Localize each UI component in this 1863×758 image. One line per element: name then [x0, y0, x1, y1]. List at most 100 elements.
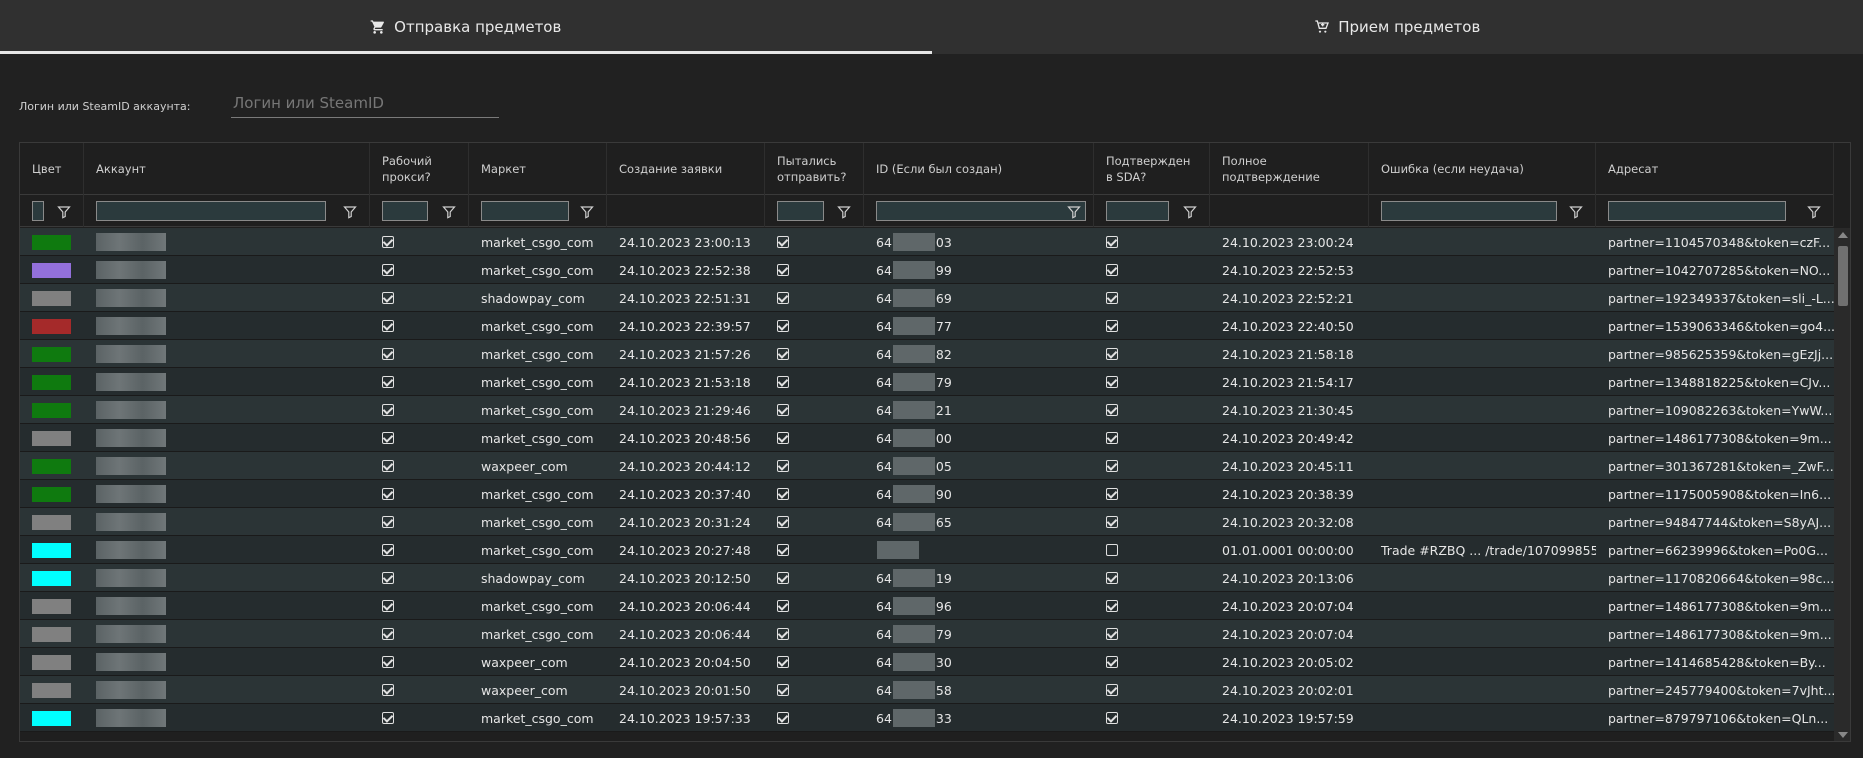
proxy-checkbox[interactable]	[382, 264, 394, 276]
sda-checkbox[interactable]	[1106, 656, 1118, 668]
column-header-id[interactable]: ID (Если был создан)	[864, 143, 1094, 195]
tried-checkbox[interactable]	[777, 544, 789, 556]
sda-checkbox[interactable]	[1106, 236, 1118, 248]
table-row[interactable]: market_csgo_com 24.10.2023 21:29:46 64 21 24…	[20, 396, 1834, 424]
scroll-down-icon[interactable]	[1838, 732, 1848, 738]
tried-checkbox[interactable]	[777, 516, 789, 528]
table-row[interactable]: market_csgo_com 24.10.2023 20:06:44 64 79 24…	[20, 620, 1834, 648]
sda-checkbox[interactable]	[1106, 460, 1118, 472]
tried-checkbox[interactable]	[777, 600, 789, 612]
filter-icon[interactable]	[1183, 204, 1197, 219]
filter-input-proxy[interactable]	[382, 201, 428, 221]
table-row[interactable]: market_csgo_com 24.10.2023 22:39:57 64 77 24…	[20, 312, 1834, 340]
tried-checkbox[interactable]	[777, 348, 789, 360]
tab-send-items[interactable]: Отправка предметов	[0, 0, 932, 54]
column-header-addressee[interactable]: Адресат	[1596, 143, 1834, 195]
filter-input-tried[interactable]	[777, 201, 824, 221]
column-header-sda[interactable]: Подтвержден в SDA?	[1094, 143, 1210, 195]
proxy-checkbox[interactable]	[382, 572, 394, 584]
proxy-checkbox[interactable]	[382, 292, 394, 304]
filter-input-id[interactable]	[876, 201, 1086, 221]
tried-checkbox[interactable]	[777, 684, 789, 696]
filter-icon[interactable]	[837, 204, 851, 219]
tried-checkbox[interactable]	[777, 488, 789, 500]
filter-input-color[interactable]	[32, 201, 44, 221]
sda-checkbox[interactable]	[1106, 712, 1118, 724]
sda-checkbox[interactable]	[1106, 572, 1118, 584]
tried-checkbox[interactable]	[777, 628, 789, 640]
filter-input-addressee[interactable]	[1608, 201, 1786, 221]
tried-checkbox[interactable]	[777, 292, 789, 304]
tab-receive-items[interactable]: Прием предметов	[932, 0, 1863, 54]
sda-checkbox[interactable]	[1106, 684, 1118, 696]
vertical-scrollbar[interactable]	[1834, 228, 1850, 741]
filter-icon[interactable]	[1807, 204, 1821, 219]
proxy-checkbox[interactable]	[382, 432, 394, 444]
table-row[interactable]: market_csgo_com 24.10.2023 20:31:24 64 65 24…	[20, 508, 1834, 536]
sda-checkbox[interactable]	[1106, 544, 1118, 556]
proxy-checkbox[interactable]	[382, 236, 394, 248]
column-header-error[interactable]: Ошибка (если неудача)	[1369, 143, 1596, 195]
proxy-checkbox[interactable]	[382, 600, 394, 612]
filter-input-market[interactable]	[481, 201, 569, 221]
filter-icon[interactable]	[343, 204, 357, 219]
filter-input-error[interactable]	[1381, 201, 1557, 221]
column-header-created[interactable]: Создание заявки	[607, 143, 765, 195]
sda-checkbox[interactable]	[1106, 516, 1118, 528]
sda-checkbox[interactable]	[1106, 348, 1118, 360]
search-input[interactable]	[231, 88, 499, 118]
column-header-proxy[interactable]: Рабочий прокси?	[370, 143, 469, 195]
tried-checkbox[interactable]	[777, 572, 789, 584]
column-header-full[interactable]: Полное подтверждение	[1210, 143, 1369, 195]
sda-checkbox[interactable]	[1106, 432, 1118, 444]
proxy-checkbox[interactable]	[382, 544, 394, 556]
table-row[interactable]: market_csgo_com 24.10.2023 20:27:48 01.01.…	[20, 536, 1834, 564]
table-row[interactable]: market_csgo_com 24.10.2023 20:48:56 64 00 24…	[20, 424, 1834, 452]
sda-checkbox[interactable]	[1106, 488, 1118, 500]
proxy-checkbox[interactable]	[382, 348, 394, 360]
sda-checkbox[interactable]	[1106, 628, 1118, 640]
table-row[interactable]: market_csgo_com 24.10.2023 22:52:38 64 99 24…	[20, 256, 1834, 284]
sda-checkbox[interactable]	[1106, 376, 1118, 388]
table-row[interactable]: waxpeer_com 24.10.2023 20:04:50 64 30 24.10.…	[20, 648, 1834, 676]
table-row[interactable]: shadowpay_com 24.10.2023 22:51:31 64 69 24.1…	[20, 284, 1834, 312]
table-row[interactable]: market_csgo_com 24.10.2023 20:06:44 64 96 24…	[20, 592, 1834, 620]
scroll-thumb[interactable]	[1838, 246, 1848, 306]
proxy-checkbox[interactable]	[382, 684, 394, 696]
table-row[interactable]: shadowpay_com 24.10.2023 20:12:50 64 19 24.1…	[20, 564, 1834, 592]
tried-checkbox[interactable]	[777, 236, 789, 248]
filter-icon[interactable]	[57, 204, 71, 219]
proxy-checkbox[interactable]	[382, 320, 394, 332]
sda-checkbox[interactable]	[1106, 600, 1118, 612]
proxy-checkbox[interactable]	[382, 460, 394, 472]
filter-icon[interactable]	[442, 204, 456, 219]
filter-icon[interactable]	[1569, 204, 1583, 219]
proxy-checkbox[interactable]	[382, 712, 394, 724]
tried-checkbox[interactable]	[777, 460, 789, 472]
tried-checkbox[interactable]	[777, 264, 789, 276]
table-row[interactable]: waxpeer_com 24.10.2023 20:01:50 64 58 24.10.…	[20, 676, 1834, 704]
filter-input-sda[interactable]	[1106, 201, 1169, 221]
sda-checkbox[interactable]	[1106, 264, 1118, 276]
proxy-checkbox[interactable]	[382, 656, 394, 668]
proxy-checkbox[interactable]	[382, 376, 394, 388]
tried-checkbox[interactable]	[777, 432, 789, 444]
table-row[interactable]: waxpeer_com 24.10.2023 20:44:12 64 05 24.10.…	[20, 452, 1834, 480]
tried-checkbox[interactable]	[777, 656, 789, 668]
tried-checkbox[interactable]	[777, 712, 789, 724]
table-row[interactable]: market_csgo_com 24.10.2023 19:57:33 64 33 24…	[20, 704, 1834, 732]
table-row[interactable]: market_csgo_com 24.10.2023 21:57:26 64 82 24…	[20, 340, 1834, 368]
proxy-checkbox[interactable]	[382, 516, 394, 528]
filter-icon[interactable]	[580, 204, 594, 219]
sda-checkbox[interactable]	[1106, 404, 1118, 416]
column-header-color[interactable]: Цвет	[20, 143, 84, 195]
proxy-checkbox[interactable]	[382, 488, 394, 500]
column-header-market[interactable]: Маркет	[469, 143, 607, 195]
table-row[interactable]: market_csgo_com 24.10.2023 20:37:40 64 90 24…	[20, 480, 1834, 508]
scroll-up-icon[interactable]	[1838, 232, 1848, 238]
table-row[interactable]: market_csgo_com 24.10.2023 23:00:13 64 03 24…	[20, 228, 1834, 256]
sda-checkbox[interactable]	[1106, 320, 1118, 332]
sda-checkbox[interactable]	[1106, 292, 1118, 304]
tried-checkbox[interactable]	[777, 404, 789, 416]
column-header-account[interactable]: Аккаунт	[84, 143, 370, 195]
